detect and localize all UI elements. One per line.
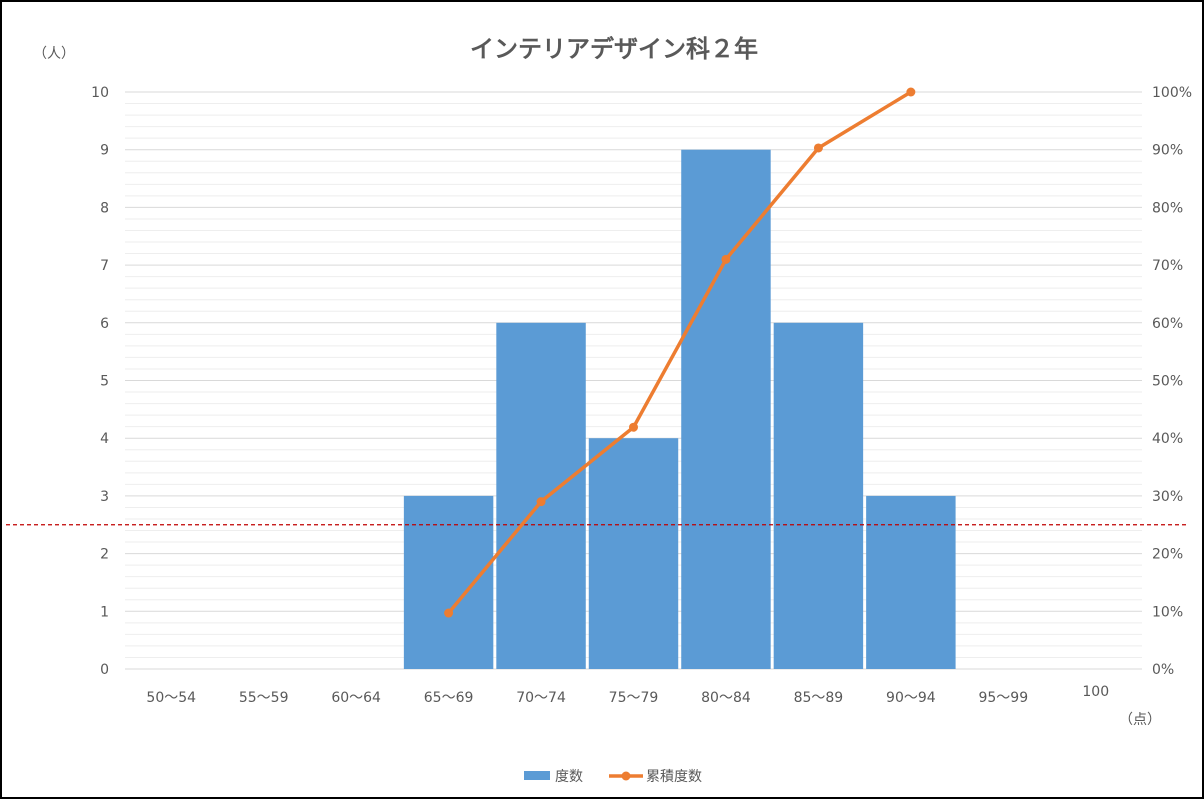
x-tick-label: 65～69 bbox=[424, 690, 474, 706]
y-tick-label: 10 bbox=[91, 85, 109, 101]
y2-tick-label: 20% bbox=[1152, 547, 1183, 563]
y-tick-label: 6 bbox=[100, 316, 109, 332]
y2-tick-label: 70% bbox=[1152, 258, 1183, 274]
x-tick-label: 95～99 bbox=[978, 690, 1028, 706]
y2-axis-ticks: 0% 10% 20% 30% 40% 50% 60% 70% 80% 90% 100% bbox=[1152, 85, 1192, 678]
chart-title: インテリアデザイン科２年 bbox=[470, 35, 758, 63]
legend-bar-label: 度数 bbox=[555, 769, 583, 785]
cumulative-point bbox=[444, 608, 454, 618]
y-tick-label: 8 bbox=[100, 200, 109, 216]
y2-tick-label: 50% bbox=[1152, 374, 1183, 390]
bar-series bbox=[403, 149, 956, 669]
x-tick-label: 100 bbox=[1082, 684, 1109, 700]
bar-65～69 bbox=[403, 495, 494, 669]
y2-tick-label: 90% bbox=[1152, 143, 1183, 159]
y2-tick-label: 100% bbox=[1152, 85, 1192, 101]
x-tick-label: 50～54 bbox=[146, 690, 196, 706]
bar-85～89 bbox=[773, 322, 864, 669]
y-tick-label: 4 bbox=[100, 431, 109, 447]
y-axis-ticks: 0 1 2 3 4 5 6 7 8 9 10 bbox=[91, 85, 109, 678]
bar-80～84 bbox=[681, 149, 771, 669]
y2-tick-label: 30% bbox=[1152, 489, 1183, 505]
legend-line-label: 累積度数 bbox=[646, 769, 702, 785]
y2-tick-label: 10% bbox=[1152, 604, 1183, 620]
cumulative-line bbox=[447, 90, 912, 615]
y2-tick-label: 80% bbox=[1152, 200, 1183, 216]
cumulative-point bbox=[906, 87, 916, 97]
x-tick-label: 80～84 bbox=[701, 690, 751, 706]
y2-tick-label: 0% bbox=[1152, 662, 1174, 678]
y-tick-label: 7 bbox=[100, 258, 109, 274]
legend: 度数 累積度数 bbox=[524, 769, 702, 785]
bar-90～94 bbox=[866, 495, 956, 669]
cumulative-point bbox=[536, 497, 546, 507]
y-tick-label: 9 bbox=[100, 143, 109, 159]
bar-70～74 bbox=[496, 322, 586, 669]
x-tick-label: 90～94 bbox=[886, 690, 936, 706]
legend-line-marker bbox=[621, 771, 631, 781]
x-axis-ticks: 50～54 55～59 60～64 65～69 70～74 75～79 80～84 85～89… bbox=[146, 684, 1109, 706]
y-tick-label: 2 bbox=[100, 547, 109, 563]
cumulative-point bbox=[721, 254, 731, 264]
x-tick-label: 60～64 bbox=[331, 690, 381, 706]
x-axis-unit: （点） bbox=[1119, 712, 1161, 728]
bar-75～79 bbox=[588, 438, 679, 669]
y-tick-label: 1 bbox=[100, 604, 109, 620]
y2-tick-label: 60% bbox=[1152, 316, 1183, 332]
y-tick-label: 0 bbox=[100, 662, 109, 678]
cumulative-point bbox=[813, 143, 823, 153]
y-axis-unit: （人） bbox=[33, 46, 75, 62]
y2-tick-label: 40% bbox=[1152, 431, 1183, 447]
y-tick-label: 3 bbox=[100, 489, 109, 505]
x-tick-label: 70～74 bbox=[516, 690, 566, 706]
cumulative-point bbox=[629, 422, 638, 432]
x-tick-label: 85～89 bbox=[794, 690, 844, 706]
x-tick-label: 75～79 bbox=[609, 690, 659, 706]
y-tick-label: 5 bbox=[100, 374, 109, 390]
cumulative-line-series bbox=[444, 87, 916, 618]
x-tick-label: 55～59 bbox=[239, 690, 289, 706]
legend-bar-swatch bbox=[524, 771, 550, 780]
